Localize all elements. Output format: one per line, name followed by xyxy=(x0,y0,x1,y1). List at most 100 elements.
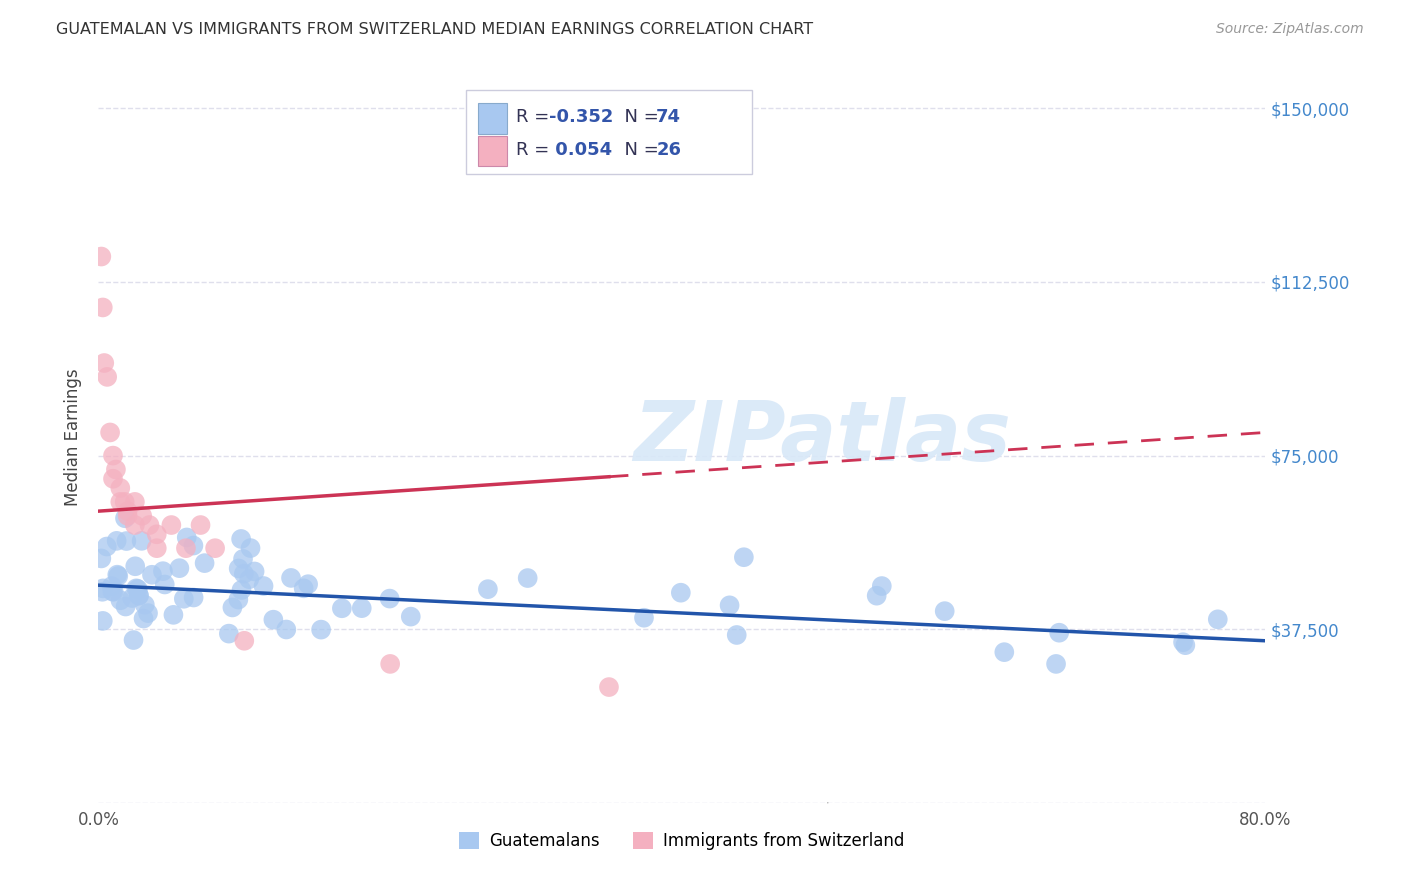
Point xyxy=(121,591,143,605)
Point xyxy=(309,623,332,637)
Point xyxy=(124,495,146,509)
Point xyxy=(169,561,191,575)
Point xyxy=(633,611,655,625)
Point xyxy=(91,614,114,628)
Point xyxy=(131,508,153,523)
Point xyxy=(146,527,169,541)
Point xyxy=(103,584,125,599)
Point xyxy=(733,550,755,565)
Point xyxy=(152,564,174,578)
Point xyxy=(233,633,256,648)
Point xyxy=(127,582,149,596)
Point xyxy=(114,511,136,525)
Text: GUATEMALAN VS IMMIGRANTS FROM SWITZERLAND MEDIAN EARNINGS CORRELATION CHART: GUATEMALAN VS IMMIGRANTS FROM SWITZERLAN… xyxy=(56,22,813,37)
Point xyxy=(218,626,240,640)
Text: N =: N = xyxy=(613,141,665,160)
Point xyxy=(221,600,243,615)
Y-axis label: Median Earnings: Median Earnings xyxy=(65,368,83,506)
Point xyxy=(231,582,253,597)
Point xyxy=(598,680,620,694)
Point xyxy=(104,462,127,476)
Text: Source: ZipAtlas.com: Source: ZipAtlas.com xyxy=(1216,22,1364,37)
Point xyxy=(232,566,254,581)
Point xyxy=(232,552,254,566)
Point xyxy=(243,565,266,579)
Point xyxy=(399,609,422,624)
Point xyxy=(117,504,139,518)
Point xyxy=(1206,612,1229,626)
Point xyxy=(228,561,250,575)
Point xyxy=(477,582,499,596)
Point xyxy=(134,598,156,612)
Point xyxy=(91,301,114,315)
Point xyxy=(115,534,138,549)
Point xyxy=(870,579,893,593)
Point xyxy=(276,623,298,637)
Point xyxy=(176,531,198,545)
Point xyxy=(136,606,159,620)
Text: 74: 74 xyxy=(657,109,682,127)
Text: -0.352: -0.352 xyxy=(548,109,613,127)
Bar xyxy=(478,103,508,134)
Point xyxy=(380,657,402,671)
Point xyxy=(1047,625,1070,640)
Point xyxy=(262,613,284,627)
Text: R =: R = xyxy=(516,141,555,160)
Point xyxy=(228,592,250,607)
Text: 0.054: 0.054 xyxy=(548,141,612,160)
Point xyxy=(153,577,176,591)
Point xyxy=(122,633,145,648)
Point xyxy=(124,518,146,533)
Point xyxy=(934,604,956,618)
Text: N =: N = xyxy=(613,109,665,127)
Point xyxy=(128,588,150,602)
Point xyxy=(252,579,274,593)
Point xyxy=(292,582,315,596)
Point xyxy=(138,518,160,533)
Point xyxy=(117,508,139,523)
Point xyxy=(96,540,118,554)
Point xyxy=(194,556,217,570)
Point xyxy=(330,601,353,615)
Point xyxy=(1174,638,1197,652)
Point xyxy=(110,593,132,607)
Point xyxy=(239,541,262,555)
Point xyxy=(993,645,1015,659)
Text: ZIPatlas: ZIPatlas xyxy=(633,397,1011,477)
Point xyxy=(110,495,132,509)
Point xyxy=(96,370,118,384)
Point xyxy=(101,449,124,463)
Point xyxy=(1171,635,1194,649)
Point xyxy=(107,569,129,583)
Point xyxy=(114,495,136,509)
Legend: Guatemalans, Immigrants from Switzerland: Guatemalans, Immigrants from Switzerland xyxy=(453,825,911,856)
Point xyxy=(90,250,112,264)
Point xyxy=(204,541,226,556)
Point xyxy=(101,579,124,593)
Point xyxy=(229,532,252,546)
Point xyxy=(183,591,205,605)
Point xyxy=(93,356,115,370)
Point xyxy=(183,539,205,553)
Text: R =: R = xyxy=(516,109,555,127)
Point xyxy=(173,591,195,606)
Point xyxy=(669,585,692,599)
Point xyxy=(190,518,212,533)
Point xyxy=(280,571,302,585)
Point xyxy=(124,559,146,574)
Point xyxy=(297,577,319,591)
Point xyxy=(238,572,260,586)
Point xyxy=(146,541,169,556)
Point xyxy=(98,425,121,440)
Point xyxy=(128,589,150,603)
Point xyxy=(718,599,741,613)
Point xyxy=(141,567,163,582)
Point xyxy=(105,533,128,548)
Point xyxy=(132,611,155,625)
Point xyxy=(1045,657,1067,671)
Point xyxy=(350,601,373,615)
Point xyxy=(725,628,748,642)
Text: 26: 26 xyxy=(657,141,682,160)
Bar xyxy=(478,136,508,167)
Point xyxy=(91,584,114,599)
